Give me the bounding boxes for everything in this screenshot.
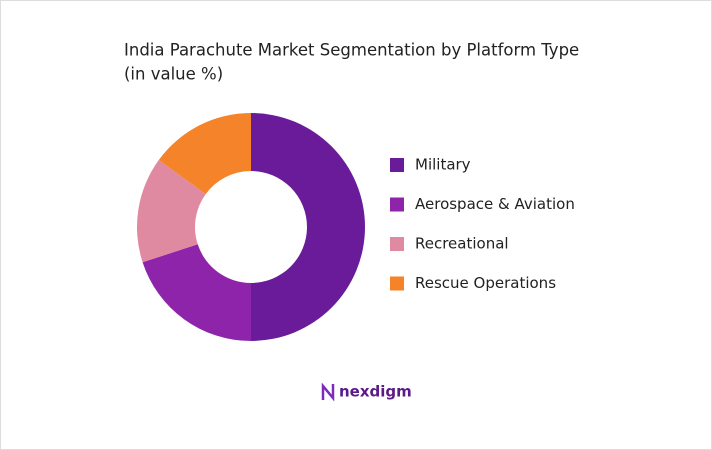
legend-swatch — [390, 237, 404, 251]
donut-slice — [142, 244, 251, 341]
chart-title: India Parachute Market Segmentation by P… — [124, 41, 579, 60]
legend-swatch — [390, 197, 404, 212]
donut-slice — [251, 113, 365, 341]
logo-text: nexdigm — [339, 383, 412, 401]
donut-slice — [158, 113, 251, 195]
logo-icon — [321, 382, 335, 402]
legend-label: Military — [415, 156, 471, 174]
legend-label: Recreational — [415, 235, 509, 253]
chart-subtitle: (in value %) — [124, 65, 223, 84]
donut-slice — [137, 159, 206, 263]
legend-swatch — [390, 158, 404, 172]
legend-label: Rescue Operations — [415, 274, 556, 292]
legend-label: Aerospace & Aviation — [415, 195, 575, 213]
legend-swatch — [390, 276, 404, 291]
logo: nexdigm — [321, 382, 412, 402]
